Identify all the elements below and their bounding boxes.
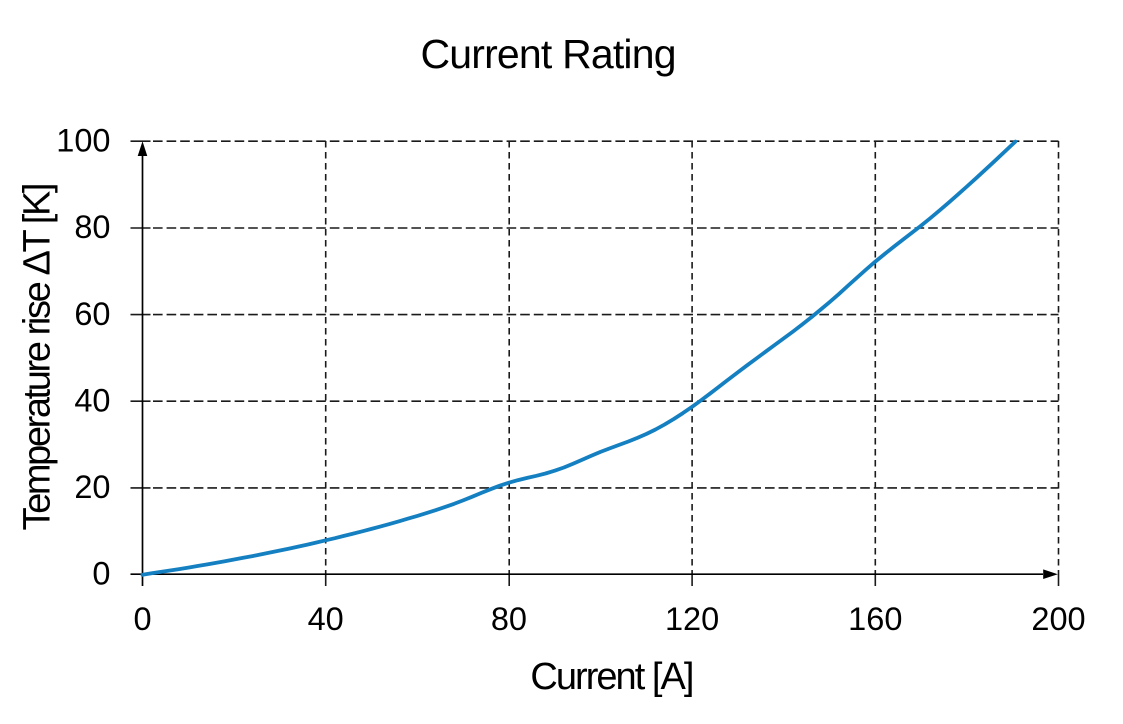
svg-text:80: 80 [491, 601, 527, 637]
svg-text:60: 60 [74, 296, 110, 332]
svg-text:Temperature rise ΔT [K]: Temperature rise ΔT [K] [17, 183, 59, 531]
svg-text:40: 40 [308, 601, 344, 637]
svg-text:0: 0 [133, 601, 151, 637]
svg-text:0: 0 [92, 556, 110, 592]
svg-text:Current Rating: Current Rating [421, 31, 677, 77]
svg-text:160: 160 [848, 601, 902, 637]
svg-text:80: 80 [74, 209, 110, 245]
svg-text:40: 40 [74, 382, 110, 418]
svg-text:200: 200 [1031, 601, 1085, 637]
svg-text:100: 100 [56, 123, 110, 159]
svg-text:120: 120 [665, 601, 719, 637]
svg-text:20: 20 [74, 469, 110, 505]
svg-text:Current [A]: Current [A] [530, 656, 694, 698]
